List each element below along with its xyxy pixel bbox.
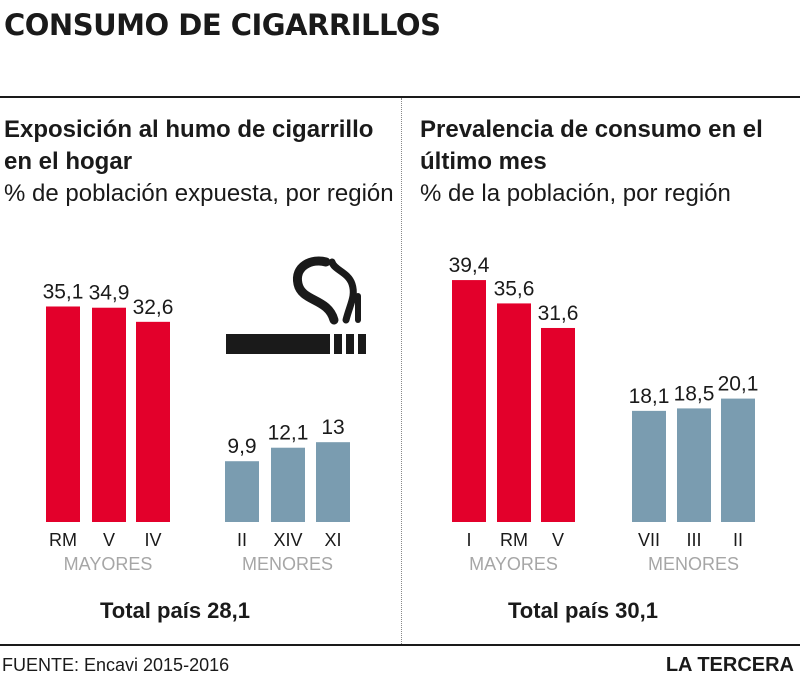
bar-value-label: 20,1 [718,373,759,396]
bar-value-label: 35,6 [494,277,535,300]
bar-xiv [271,447,305,522]
bar-value-label: 31,6 [538,302,579,325]
bottom-rule [0,644,800,646]
top-rule [0,96,800,98]
bar-value-label: 32,6 [133,296,174,319]
bar-iii [677,408,711,522]
category-label: IV [144,530,161,550]
bar-value-label: 34,9 [89,282,130,305]
bar-value-label: 9,9 [227,435,256,458]
group-label-mayores: MAYORES [469,554,558,574]
group-label-menores: MENORES [648,554,739,574]
group-label-menores: MENORES [242,554,333,574]
bar-charts: 35,1RM34,9V32,6IVMAYORES9,9II12,1XIV13XI… [43,254,759,574]
bar-i [452,280,486,522]
brand-logo: LA TERCERA [665,654,794,676]
bar-value-label: 35,1 [43,280,84,303]
category-label: V [552,530,564,550]
category-label: RM [500,530,528,550]
bar-value-label: 12,1 [268,422,309,445]
bar-value-label: 18,5 [674,382,715,405]
left-chart-header: Exposición al humo de cigarrillo en el h… [4,114,394,210]
category-label: I [466,530,471,550]
right-chart-header: Prevalencia de consumo en el último mes … [420,114,790,210]
source-note: FUENTE: Encavi 2015-2016 [2,655,230,675]
bar-v [92,307,126,522]
group-label-mayores: MAYORES [64,554,153,574]
right-chart-title: Prevalencia de consumo en el último mes [420,116,763,175]
right-total: Total país 30,1 [508,598,658,623]
smoke-icon [292,256,361,325]
category-label: XIV [273,530,302,550]
category-label: VII [638,530,660,550]
panel-divider [401,98,402,644]
bar-rm [497,303,531,522]
left-total: Total país 28,1 [100,598,250,623]
category-label: V [103,530,115,550]
bar-iv [136,321,170,522]
right-chart-subtitle: % de la población, por región [420,180,731,207]
bar-value-label: 39,4 [449,254,490,277]
bar-vii [632,410,666,522]
bar-v [541,327,575,522]
bar-ii [225,461,259,522]
bar-value-label: 13 [321,416,344,439]
category-label: XI [324,530,341,550]
category-label: III [686,530,701,550]
category-label: RM [49,530,77,550]
left-chart-subtitle: % de población expuesta, por región [4,180,394,207]
left-chart-title: Exposición al humo de cigarrillo en el h… [4,116,374,175]
bar-rm [46,306,80,522]
cigarette-icon [226,256,366,354]
category-label: II [733,530,743,550]
page-title: CONSUMO DE CIGARRILLOS [4,8,441,42]
bar-ii [721,398,755,522]
bar-xi [316,442,350,522]
category-label: II [237,530,247,550]
bar-value-label: 18,1 [629,385,670,408]
